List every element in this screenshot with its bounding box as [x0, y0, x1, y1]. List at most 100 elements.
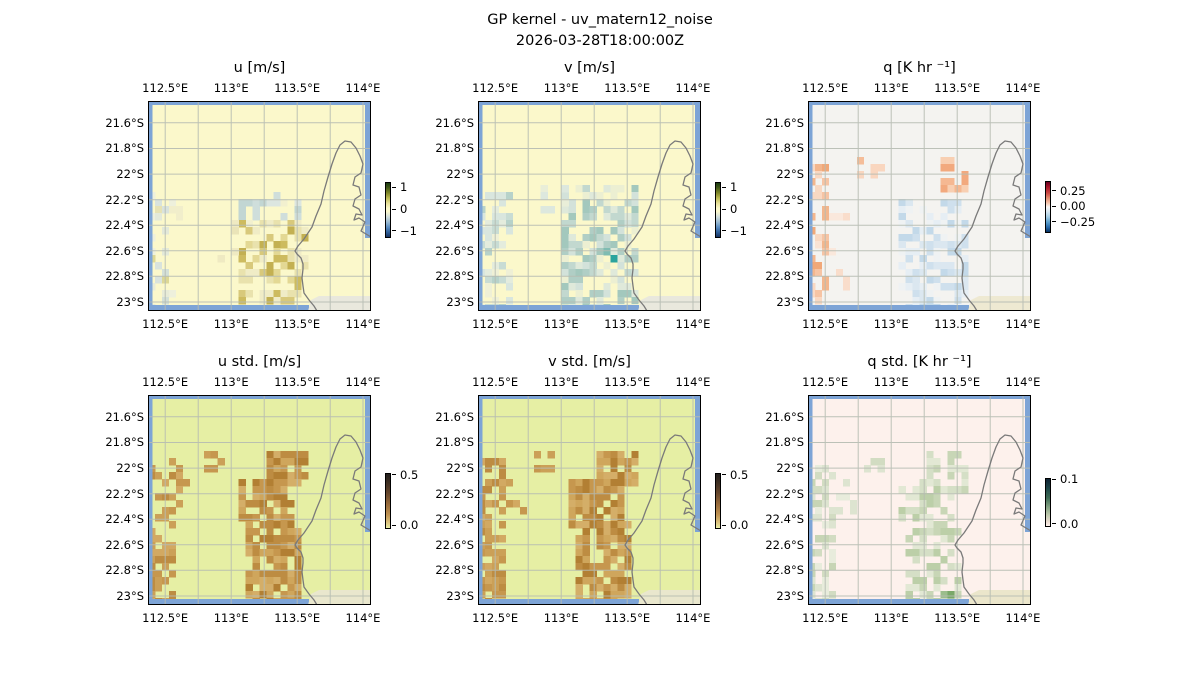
- panel-title: q std. [K hr ⁻¹]: [867, 354, 972, 370]
- y-tick-label: 23°S: [776, 588, 804, 603]
- coastline: [624, 434, 701, 605]
- x-axis-top-ticklabels: 112.5°E 113°E 113.5°E 114°E: [802, 81, 1040, 95]
- map-q-std: [808, 395, 1031, 605]
- y-tick-label: 22.4°S: [435, 218, 474, 233]
- x-axis-top-ticklabels: 112.5°E 113°E 113.5°E 114°E: [472, 375, 710, 389]
- colorbar-tick-label: −1: [730, 223, 747, 238]
- y-tick-label: 21.8°S: [765, 141, 804, 156]
- y-tick-label: 21.6°S: [765, 115, 804, 130]
- coastline: [954, 434, 1031, 605]
- x-axis-top-ticklabels: 112.5°E 113°E 113.5°E 114°E: [472, 81, 710, 95]
- ocean-edge-strips: [478, 101, 701, 311]
- colorbar-tick-label: 0: [400, 202, 408, 216]
- x-axis-bottom-ticklabels: 112.5°E 113°E 113.5°E 114°E: [802, 317, 1040, 331]
- colorbar-tick: [392, 474, 396, 476]
- y-tick-label: 21.6°S: [435, 115, 474, 130]
- x-tick-label: 112.5°E: [142, 81, 189, 95]
- x-tick-label: 113°E: [543, 81, 579, 95]
- colorbar-tick: [1052, 221, 1056, 222]
- x-tick-label: 113.5°E: [274, 375, 321, 389]
- y-axis-ticklabels: 21.6°S 21.8°S 22°S 22.2°S 22.4°S 22.6°S 22.8°S…: [64, 395, 144, 605]
- panel-q-std: q std. [K hr ⁻¹] 112.5°E 113°E 113.5°E 114°…: [765, 354, 1078, 625]
- panel-u-std: u std. [m/s] 112.5°E 113°E 113.5°E 114°E 11…: [105, 354, 418, 625]
- y-tick-label: 22°S: [116, 167, 144, 182]
- x-tick-label: 113.5°E: [274, 317, 321, 331]
- x-tick-label: 112.5°E: [142, 375, 189, 389]
- y-tick-label: 23°S: [116, 294, 144, 309]
- map-u-std: [148, 395, 371, 605]
- coastline: [294, 140, 371, 311]
- coastline: [294, 434, 371, 605]
- x-tick-label: 113.5°E: [934, 375, 981, 389]
- y-tick-label: 21.6°S: [765, 409, 804, 424]
- colorbar-tick-label: 0.25: [1060, 183, 1086, 198]
- figure-suptitle-line2: 2026-03-28T18:00:00Z: [515, 33, 685, 49]
- colorbar-tick-label: 0.0: [1060, 516, 1079, 531]
- y-tick-label: 23°S: [446, 588, 474, 603]
- x-tick-label: 114°E: [675, 81, 711, 95]
- y-tick-label: 22°S: [446, 167, 474, 182]
- y-axis-ticklabels: 21.6°S 21.8°S 22°S 22.2°S 22.4°S 22.6°S 22.8°S…: [64, 101, 144, 311]
- axes-frame: [478, 395, 701, 605]
- x-tick-label: 113.5°E: [274, 611, 321, 625]
- graticule: [148, 101, 371, 311]
- y-tick-label: 22.6°S: [765, 537, 804, 552]
- y-tick-label: 23°S: [776, 294, 804, 309]
- colorbar-tick-label: 0: [730, 202, 738, 216]
- y-tick-label: 22.2°S: [105, 192, 144, 207]
- x-tick-label: 112.5°E: [472, 317, 519, 331]
- colorbar-tick-label: 0.5: [400, 467, 419, 482]
- x-tick-label: 114°E: [345, 611, 381, 625]
- axes-frame: [478, 101, 701, 311]
- x-tick-label: 114°E: [345, 81, 381, 95]
- x-tick-label: 113.5°E: [274, 81, 321, 95]
- land-corner-patch: [638, 590, 701, 605]
- x-tick-label: 113°E: [213, 375, 249, 389]
- y-tick-label: 21.8°S: [105, 141, 144, 156]
- x-tick-label: 114°E: [675, 375, 711, 389]
- colorbar-gradient: [1045, 181, 1051, 233]
- ocean-edge-strips: [808, 101, 1031, 311]
- axes-frame: [148, 101, 371, 311]
- x-tick-label: 113°E: [543, 611, 579, 625]
- x-tick-label: 113.5°E: [934, 317, 981, 331]
- panel-v-mean: v [m/s] 112.5°E 113°E 113.5°E 114°E 112.5°E…: [435, 60, 747, 331]
- y-tick-label: 22.8°S: [435, 563, 474, 578]
- x-axis-top-ticklabels: 112.5°E 113°E 113.5°E 114°E: [142, 81, 380, 95]
- panel-title: v [m/s]: [563, 60, 616, 76]
- x-tick-label: 113.5°E: [604, 317, 651, 331]
- land-corner-patch: [968, 296, 1031, 311]
- colorbar-tick-label: −0.25: [1060, 214, 1096, 229]
- x-tick-label: 114°E: [345, 317, 381, 331]
- map-u-mean: [148, 101, 371, 311]
- x-tick-label: 112.5°E: [472, 81, 519, 95]
- colorbar-tick-label: 1: [730, 180, 738, 195]
- ocean-edge-strips: [478, 395, 701, 605]
- x-axis-top-ticklabels: 112.5°E 113°E 113.5°E 114°E: [142, 375, 380, 389]
- figure-suptitle-line1: GP kernel - uv_matern12_noise: [487, 12, 713, 28]
- x-tick-label: 114°E: [675, 317, 711, 331]
- colorbar-tick: [722, 186, 726, 188]
- coastline: [624, 140, 701, 311]
- colorbar-tick: [722, 208, 726, 210]
- axes-frame: [148, 395, 371, 605]
- y-tick-label: 21.6°S: [105, 115, 144, 130]
- land-corner-patch: [968, 590, 1031, 605]
- y-tick-label: 21.8°S: [435, 141, 474, 156]
- y-axis-ticklabels: 21.6°S 21.8°S 22°S 22.2°S 22.4°S 22.6°S 22.8°S…: [394, 395, 474, 605]
- x-tick-label: 112.5°E: [472, 375, 519, 389]
- ocean-edge-strips: [148, 101, 371, 311]
- y-tick-label: 22.4°S: [435, 512, 474, 527]
- x-tick-label: 114°E: [1005, 81, 1041, 95]
- y-tick-label: 22.2°S: [435, 486, 474, 501]
- graticule: [808, 101, 1031, 311]
- x-tick-label: 113.5°E: [604, 611, 651, 625]
- y-tick-label: 22.2°S: [765, 486, 804, 501]
- axes-frame: [808, 101, 1031, 311]
- y-axis-ticklabels: 21.6°S 21.8°S 22°S 22.2°S 22.4°S 22.6°S 22.8°S…: [724, 101, 804, 311]
- y-tick-label: 22.8°S: [105, 563, 144, 578]
- y-tick-label: 22°S: [776, 461, 804, 476]
- x-tick-label: 113.5°E: [604, 81, 651, 95]
- map-q-mean: [808, 101, 1031, 311]
- colorbar-tick: [392, 230, 396, 232]
